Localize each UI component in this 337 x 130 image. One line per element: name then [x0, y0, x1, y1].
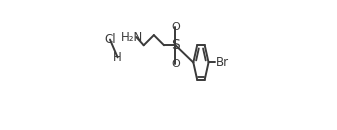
- Text: O: O: [171, 22, 180, 32]
- Text: O: O: [171, 59, 180, 69]
- Text: Br: Br: [216, 56, 229, 69]
- Text: S: S: [171, 38, 180, 52]
- Text: Cl: Cl: [104, 33, 116, 46]
- Text: H: H: [113, 51, 122, 64]
- Text: H₂N: H₂N: [121, 31, 143, 44]
